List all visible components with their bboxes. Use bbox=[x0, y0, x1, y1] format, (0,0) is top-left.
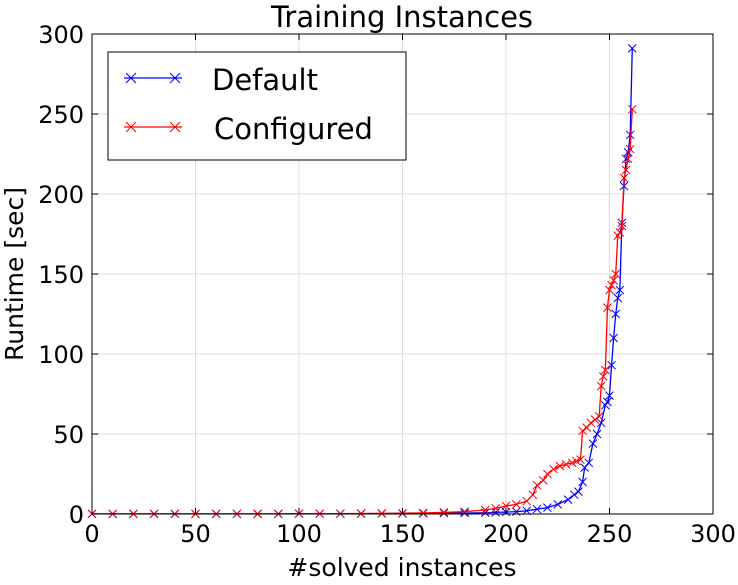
data-point-default bbox=[553, 500, 563, 509]
legend-markers-configured bbox=[125, 121, 181, 133]
data-point-default bbox=[596, 418, 606, 428]
legend: Default Configured bbox=[107, 51, 407, 161]
data-point-default bbox=[613, 293, 623, 303]
x-tick-label: 200 bbox=[483, 520, 529, 548]
y-tick-label: 200 bbox=[38, 181, 84, 209]
data-point-default bbox=[578, 477, 587, 487]
data-point-configured bbox=[491, 504, 501, 513]
x-tick-label: 100 bbox=[276, 520, 322, 548]
data-point-configured bbox=[555, 461, 565, 471]
tick-marks bbox=[91, 33, 714, 515]
legend-marker-default bbox=[169, 72, 181, 84]
data-point-default bbox=[588, 439, 598, 448]
data-point-configured bbox=[480, 505, 490, 515]
data-point-configured bbox=[627, 104, 637, 114]
data-point-configured bbox=[619, 173, 629, 183]
data-point-default bbox=[611, 309, 621, 319]
data-point-default bbox=[609, 333, 618, 343]
data-point-configured bbox=[625, 144, 635, 154]
legend-marker-configured bbox=[125, 121, 137, 133]
data-point-configured bbox=[576, 455, 585, 464]
x-axis-label: #solved instances bbox=[287, 553, 516, 582]
data-point-configured bbox=[615, 228, 625, 237]
y-tick-label: 100 bbox=[38, 341, 84, 369]
data-point-configured bbox=[543, 469, 552, 479]
x-tick-label: 300 bbox=[690, 520, 736, 548]
data-point-default bbox=[460, 508, 469, 518]
data-point-configured bbox=[601, 365, 610, 375]
data-point-default bbox=[605, 391, 614, 400]
legend-marker-configured bbox=[169, 121, 181, 133]
data-point-configured bbox=[418, 508, 428, 518]
data-point-default bbox=[569, 490, 579, 500]
data-point-default bbox=[625, 130, 635, 140]
data-point-default bbox=[592, 429, 602, 439]
data-point-configured bbox=[532, 480, 542, 490]
tick-labels: 0 50 100 150 200 250 300 0 50 100 150 200 250 300 bbox=[38, 21, 736, 548]
chart-title: Training Instances bbox=[270, 0, 533, 34]
data-point-default bbox=[563, 495, 573, 504]
legend-markers-default bbox=[125, 72, 181, 84]
legend-box bbox=[107, 51, 407, 161]
x-tick-label: 150 bbox=[380, 520, 426, 548]
data-point-configured bbox=[590, 415, 600, 424]
data-point-configured bbox=[561, 460, 571, 469]
y-tick-label: 50 bbox=[53, 421, 84, 449]
data-point-configured bbox=[617, 221, 627, 231]
data-point-configured bbox=[611, 269, 621, 279]
data-point-configured bbox=[607, 280, 616, 290]
x-tick-label: 0 bbox=[84, 520, 99, 548]
series-group bbox=[87, 44, 637, 519]
y-tick-label: 250 bbox=[38, 101, 84, 129]
x-tick-label: 50 bbox=[180, 520, 211, 548]
data-point-configured bbox=[594, 412, 604, 421]
data-point-configured bbox=[603, 303, 612, 312]
legend-marker-default bbox=[125, 72, 137, 84]
data-point-default bbox=[439, 508, 449, 518]
data-point-configured bbox=[528, 490, 538, 500]
data-point-configured bbox=[596, 381, 606, 391]
data-point-configured bbox=[538, 476, 548, 485]
data-point-configured bbox=[605, 285, 614, 295]
y-tick-label: 0 bbox=[69, 501, 84, 529]
y-axis-label: Runtime [sec] bbox=[0, 187, 29, 361]
data-point-default bbox=[522, 506, 532, 516]
data-point-configured bbox=[578, 426, 587, 436]
data-point-default bbox=[603, 397, 612, 407]
data-point-default bbox=[607, 360, 616, 370]
data-point-configured bbox=[609, 276, 618, 285]
data-point-default bbox=[584, 458, 594, 468]
data-point-configured bbox=[623, 154, 633, 164]
data-point-configured bbox=[439, 508, 449, 517]
data-point-configured bbox=[549, 464, 558, 474]
y-tick-label: 150 bbox=[38, 261, 84, 289]
data-point-default bbox=[543, 503, 552, 512]
data-point-default bbox=[627, 44, 637, 53]
data-point-configured bbox=[586, 418, 596, 428]
data-point-configured bbox=[501, 501, 511, 511]
data-point-default bbox=[615, 285, 625, 295]
data-point-configured bbox=[377, 509, 387, 518]
legend-label-configured: Configured bbox=[214, 112, 373, 146]
x-tick-label: 250 bbox=[587, 520, 633, 548]
legend-label-default: Default bbox=[212, 63, 318, 97]
data-point-configured bbox=[511, 500, 521, 509]
data-point-default bbox=[574, 487, 583, 496]
data-point-default bbox=[491, 508, 501, 517]
data-point-configured bbox=[598, 372, 608, 381]
data-point-default bbox=[532, 504, 542, 514]
data-point-configured bbox=[621, 165, 631, 175]
y-tick-label: 300 bbox=[38, 21, 84, 49]
